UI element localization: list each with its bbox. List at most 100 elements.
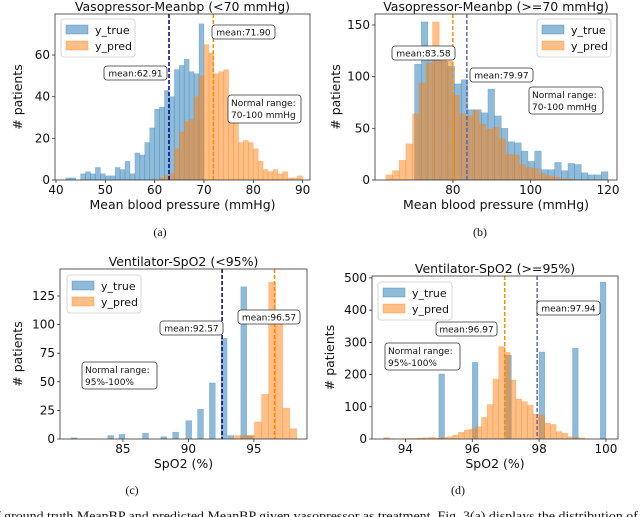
bar-y-true	[129, 173, 136, 180]
bar-y-true	[197, 408, 204, 439]
chart-title: Ventilator-SpO2 (<95%)	[109, 254, 259, 269]
bar-y-pred	[538, 173, 547, 180]
bar-y-pred	[174, 148, 180, 180]
bar-y-pred	[425, 62, 433, 180]
bar-y-pred	[544, 422, 551, 439]
bar-y-pred	[247, 435, 255, 439]
normal-range-box	[227, 94, 302, 124]
chart-title: Ventilator-SpO2 (>=95%)	[415, 261, 575, 276]
bar-y-true	[114, 167, 121, 180]
legend-swatch-y-true	[541, 24, 565, 35]
bar-y-true	[95, 167, 101, 180]
legend-label: y_true	[412, 287, 447, 300]
legend-label: y_true	[101, 280, 136, 293]
bar-y-true	[574, 164, 582, 180]
mean-annotation-box	[211, 24, 276, 40]
bar-y-pred	[505, 153, 513, 180]
bar-y-pred	[289, 428, 298, 439]
bar-y-true	[594, 174, 602, 180]
bar-y-pred	[398, 160, 407, 180]
mean-annotation: mean:62.91	[108, 70, 162, 80]
bar-y-pred	[277, 173, 284, 180]
normal-range-label: Normal range:	[388, 347, 453, 357]
bar-y-pred	[392, 170, 400, 180]
bar-y-true	[159, 106, 165, 180]
y-tick-label: 40	[35, 90, 50, 104]
bar-y-true	[80, 173, 86, 180]
bar-y-true	[438, 373, 445, 439]
legend: y_true y_pred	[66, 274, 142, 314]
y-tick-label: 75	[40, 346, 55, 360]
bar-y-true	[85, 171, 91, 180]
y-tick-label: 150	[347, 18, 370, 32]
bar-y-pred	[188, 119, 195, 180]
y-tick-label: 60	[35, 48, 50, 62]
bar-y-pred	[438, 52, 447, 180]
x-tick-label: 40	[48, 183, 63, 197]
bar-y-pred	[458, 113, 467, 180]
bar-y-true	[90, 173, 96, 180]
legend-label: y_pred	[101, 296, 138, 309]
normal-range-label: Normal range:	[85, 366, 150, 376]
panel-label-c: (c)	[125, 483, 138, 497]
chart-title: Vasopressor-Meanbp (>=70 mmHg)	[383, 0, 609, 14]
y-tick-label: 0	[362, 173, 370, 187]
bar-y-pred	[261, 394, 269, 439]
bar-y-pred	[257, 160, 264, 180]
x-tick-label: 100	[519, 183, 542, 197]
legend-swatch-y-true	[65, 24, 89, 35]
bar-y-pred	[418, 82, 427, 180]
bar-y-pred	[552, 176, 560, 180]
plot-frame	[371, 275, 619, 440]
bar-y-pred	[538, 414, 545, 439]
x-tick-label: 90	[295, 183, 310, 197]
bar-y-pred	[254, 421, 262, 439]
bar-y-true	[572, 347, 579, 439]
normal-range-value: 95%-100%	[388, 359, 437, 369]
x-tick-label: 90	[181, 442, 196, 456]
y-tick-label: 25	[40, 403, 55, 417]
bar-y-true	[144, 142, 151, 180]
bar-y-pred	[545, 175, 553, 180]
mean-annotation-box	[536, 300, 601, 316]
y-tick-label: 100	[347, 70, 370, 84]
bar-y-true	[567, 163, 575, 180]
bar-y-true	[139, 154, 146, 180]
bar-y-pred	[405, 143, 413, 180]
x-tick-label: 70	[196, 183, 211, 197]
bar-y-pred	[498, 138, 507, 180]
bar-y-true	[169, 96, 175, 180]
mean-annotation: mean:79.97	[474, 72, 528, 82]
legend: y_true y_pred	[60, 18, 136, 58]
y-tick-label: 20	[35, 131, 50, 145]
x-tick-label: 80	[246, 183, 261, 197]
bar-y-true	[70, 177, 77, 180]
legend: y_true y_pred	[536, 18, 612, 58]
bar-y-pred	[178, 131, 185, 180]
x-tick-label: 100	[595, 442, 618, 456]
bar-y-true	[209, 382, 216, 439]
bar-y-pred	[458, 431, 465, 439]
bar-y-pred	[282, 171, 289, 180]
chart-panel-d: Ventilator-SpO2 (>=95%) 94 96 98 100 0 100 200 3…	[322, 261, 619, 471]
plot-area	[70, 269, 298, 439]
bar-y-pred	[475, 426, 482, 439]
legend-label: y_true	[95, 24, 130, 37]
bar-y-true	[142, 432, 149, 439]
bar-y-pred	[561, 432, 568, 439]
y-tick-label: 300	[344, 335, 367, 349]
y-tick-label: 0	[359, 432, 367, 446]
bar-y-pred	[412, 113, 420, 180]
normal-range-value: 95%-100%	[85, 378, 134, 388]
bar-y-true	[109, 175, 116, 180]
legend-swatch-y-true	[71, 280, 95, 291]
bar-y-pred	[262, 169, 269, 180]
legend-swatch-y-pred	[71, 296, 95, 307]
normal-range-label: Normal range:	[231, 99, 296, 109]
y-tick-label: 0	[47, 432, 55, 446]
x-tick-label: 120	[597, 183, 620, 197]
bar-y-true	[185, 420, 192, 439]
x-tick-label: 80	[445, 183, 460, 197]
bar-y-true	[134, 152, 141, 180]
bar-y-pred	[243, 140, 249, 180]
